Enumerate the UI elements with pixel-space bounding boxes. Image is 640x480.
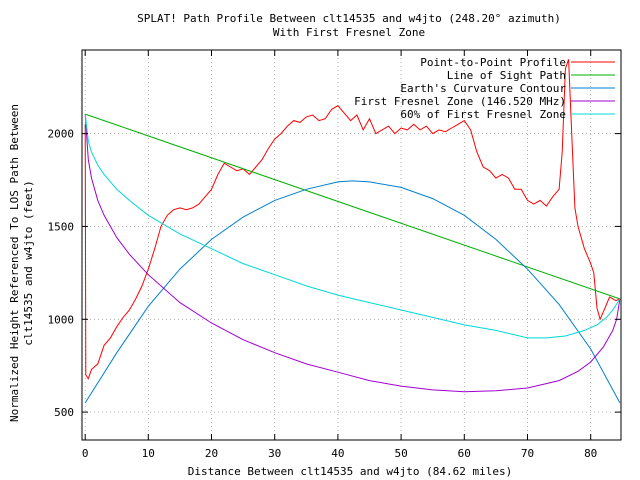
plot-frame xyxy=(81,49,622,441)
legend-label: Line of Sight Path xyxy=(447,69,566,82)
x-tick-label: 0 xyxy=(82,447,89,460)
y-tick-label: 500 xyxy=(54,406,74,419)
chart-title-line1: SPLAT! Path Profile Between clt14535 and… xyxy=(137,12,561,25)
legend-label: 60% of First Fresnel Zone xyxy=(400,108,566,121)
series-line-2 xyxy=(84,180,621,404)
y-tick-label: 1500 xyxy=(48,220,75,233)
series-line-3 xyxy=(84,114,621,393)
y-axis-label-line2: clt14535 and w4jto (feet) xyxy=(22,180,35,346)
y-tick-label: 1000 xyxy=(48,313,75,326)
x-tick-label: 30 xyxy=(268,447,281,460)
x-tick-label: 20 xyxy=(205,447,218,460)
y-axis-label-line1: Normalized Height Referenced To LOS Path… xyxy=(8,104,21,422)
series-layer xyxy=(84,59,621,404)
y-tick-label: 2000 xyxy=(48,128,75,141)
x-tick-label: 80 xyxy=(584,447,597,460)
x-tick-label: 70 xyxy=(521,447,534,460)
x-tick-label: 10 xyxy=(142,447,155,460)
x-tick-label: 50 xyxy=(394,447,407,460)
legend-label: Point-to-Point Profile xyxy=(420,56,566,69)
legend-label: First Fresnel Zone (146.520 MHz) xyxy=(354,95,566,108)
x-tick-label: 40 xyxy=(331,447,344,460)
series-line-0 xyxy=(84,59,620,380)
series-line-1 xyxy=(85,113,621,300)
chart-title-line2: With First Fresnel Zone xyxy=(273,26,425,39)
legend-label: Earth's Curvature Contour xyxy=(400,82,566,95)
x-tick-label: 60 xyxy=(458,447,471,460)
axis-ticks: 0 10 20 30 40 50 60 70 80 500 1000 1500 2000 xyxy=(48,50,621,460)
x-axis-label: Distance Between clt14535 and w4jto (84.… xyxy=(188,465,513,478)
series-line-4 xyxy=(84,114,621,339)
